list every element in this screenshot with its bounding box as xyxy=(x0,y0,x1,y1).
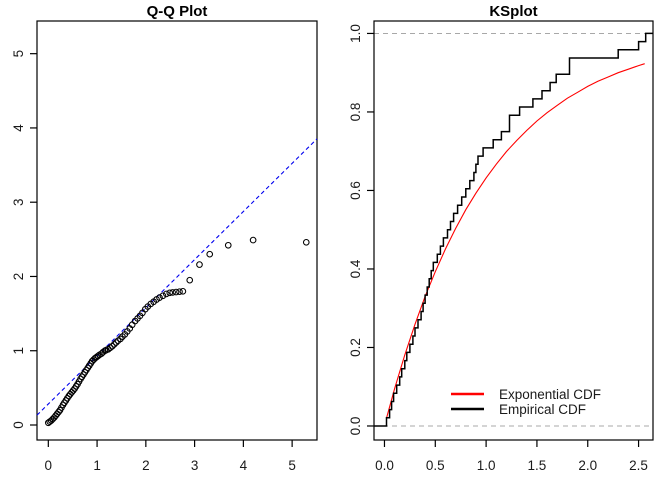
qq-point xyxy=(162,290,170,298)
qq-point xyxy=(302,238,310,246)
qq-point xyxy=(156,294,163,301)
legend-entry: Empirical CDF xyxy=(451,402,586,417)
qq-point xyxy=(176,288,183,296)
x-tick-label: 1 xyxy=(93,458,101,473)
y-tick-label: 5 xyxy=(11,50,26,58)
x-tick-label: 4 xyxy=(240,458,248,473)
x-tick-label: 0.5 xyxy=(426,458,445,473)
qq-point xyxy=(249,236,257,244)
x-axis: 0.0 0.5 1.0 1.5 2.0 2.5 xyxy=(375,440,648,473)
y-tick-label: 0 xyxy=(11,421,26,429)
x-tick-label: 1.0 xyxy=(477,458,496,473)
y-tick-label: 0.2 xyxy=(348,338,363,357)
plot-box xyxy=(36,20,318,441)
y-tick-label: 0.6 xyxy=(348,181,363,200)
y-tick-label: 1 xyxy=(11,347,26,355)
qq-point xyxy=(166,289,174,297)
y-tick-label: 0.4 xyxy=(348,259,363,278)
y-tick-label: 4 xyxy=(11,124,26,132)
x-tick-label: 3 xyxy=(191,458,199,473)
y-tick-label: 0.0 xyxy=(348,417,363,436)
qq-point xyxy=(172,288,180,296)
qq-point xyxy=(206,250,214,258)
qq-point xyxy=(110,341,118,348)
x-tick-label: 2 xyxy=(142,458,150,473)
y-tick-label: 0.8 xyxy=(348,103,363,122)
ksplot-title: KSplot xyxy=(489,3,538,20)
qq-point xyxy=(196,261,203,268)
x-tick-label: 0 xyxy=(45,458,53,473)
x-tick-label: 0.0 xyxy=(375,458,394,473)
empirical-cdf-step xyxy=(374,32,653,427)
y-tick-label: 3 xyxy=(11,198,26,206)
legend-label: Empirical CDF xyxy=(499,402,586,417)
qq-plot-title: Q-Q Plot xyxy=(146,3,208,20)
x-tick-label: 1.5 xyxy=(528,458,547,473)
x-tick-label: 2.0 xyxy=(578,458,597,473)
legend-label: Exponential CDF xyxy=(499,387,601,402)
qq-points xyxy=(44,236,310,427)
plot-box xyxy=(373,20,654,441)
qq-point xyxy=(179,287,187,295)
exponential-cdf-curve xyxy=(385,63,645,419)
chart-qq: 0 1 2 3 4 5 0 1 2 3 4 5 xyxy=(11,20,318,473)
qq-point xyxy=(169,289,176,296)
qq-point xyxy=(186,276,194,284)
qq-reference-line xyxy=(36,138,318,416)
qq-point xyxy=(106,344,114,352)
legend-entry: Exponential CDF xyxy=(451,387,601,402)
qq-point xyxy=(159,292,167,300)
x-axis: 0 1 2 3 4 5 xyxy=(45,440,296,473)
y-axis: 0 1 2 3 4 5 xyxy=(11,50,37,429)
qq-point xyxy=(108,342,116,350)
y-axis: 0.0 0.2 0.4 0.6 0.8 1.0 xyxy=(348,24,374,435)
x-tick-label: 5 xyxy=(288,458,296,473)
x-tick-label: 2.5 xyxy=(629,458,648,473)
qq-point xyxy=(55,408,62,416)
y-tick-label: 1.0 xyxy=(348,24,363,43)
y-tick-label: 2 xyxy=(11,273,26,281)
qq-point xyxy=(224,241,232,249)
chart-ksplot: 0.0 0.5 1.0 1.5 2.0 2.5 0.0 0.2 0.4 0.6 0.8 1.0 Expo… xyxy=(348,20,654,473)
qq-point xyxy=(112,339,120,346)
